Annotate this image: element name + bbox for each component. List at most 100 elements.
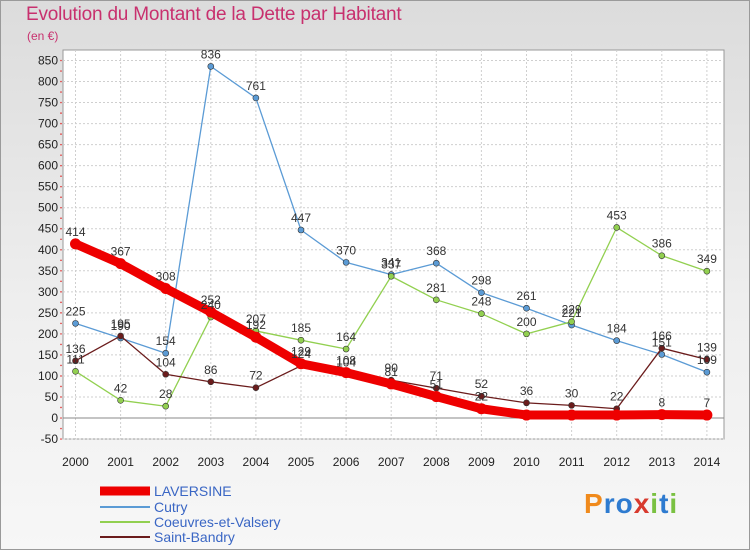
data-label: 761 bbox=[246, 79, 266, 93]
data-label: 139 bbox=[697, 341, 717, 355]
data-point bbox=[613, 224, 621, 231]
y-tick-label: 50 bbox=[45, 390, 59, 404]
data-point bbox=[207, 378, 215, 386]
legend-label: Cutry bbox=[154, 499, 187, 515]
data-label: 8 bbox=[658, 396, 665, 410]
data-label: 192 bbox=[246, 318, 266, 332]
data-label: 229 bbox=[562, 303, 582, 317]
data-point bbox=[478, 289, 485, 296]
data-point bbox=[566, 409, 578, 421]
y-minor-tick bbox=[60, 280, 62, 283]
data-label: 28 bbox=[159, 387, 173, 401]
data-point bbox=[656, 409, 668, 421]
x-tick-label: 2004 bbox=[243, 455, 270, 469]
x-tick-label: 2008 bbox=[423, 455, 450, 469]
data-label: 453 bbox=[607, 208, 627, 222]
data-point bbox=[342, 345, 350, 353]
data-label: 240 bbox=[201, 298, 221, 312]
data-label: 42 bbox=[114, 381, 128, 395]
data-label: 166 bbox=[652, 329, 672, 343]
y-minor-tick bbox=[60, 59, 62, 62]
data-point bbox=[250, 331, 262, 343]
y-minor-tick bbox=[60, 427, 62, 430]
y-minor-tick bbox=[60, 80, 62, 83]
data-point bbox=[568, 318, 575, 325]
data-point bbox=[162, 370, 169, 378]
y-minor-tick bbox=[60, 385, 62, 388]
data-point bbox=[523, 399, 530, 407]
data-label: 71 bbox=[430, 369, 444, 383]
data-label: 341 bbox=[381, 256, 401, 270]
data-label: 86 bbox=[204, 363, 218, 377]
x-tick-label: 2005 bbox=[288, 455, 315, 469]
y-tick-label: 200 bbox=[38, 327, 58, 341]
data-point bbox=[340, 367, 352, 379]
data-point bbox=[658, 252, 666, 259]
y-minor-tick bbox=[60, 206, 62, 209]
data-point bbox=[521, 409, 532, 421]
y-minor-tick bbox=[60, 259, 62, 262]
data-point bbox=[385, 378, 397, 390]
data-label: 225 bbox=[65, 304, 85, 318]
data-label: 154 bbox=[156, 334, 176, 348]
data-point bbox=[701, 409, 713, 421]
y-minor-tick bbox=[60, 238, 62, 241]
x-tick-label: 2006 bbox=[333, 455, 360, 469]
data-label: 22 bbox=[610, 390, 624, 404]
data-label: 836 bbox=[201, 47, 221, 61]
logo-letter: i bbox=[669, 488, 679, 519]
data-point bbox=[703, 267, 711, 275]
x-tick-label: 2010 bbox=[513, 455, 540, 469]
data-label: 129 bbox=[291, 345, 311, 359]
y-minor-tick bbox=[60, 175, 62, 177]
proxiti-logo: Proxiti bbox=[584, 488, 678, 520]
y-tick-label: 850 bbox=[38, 54, 58, 68]
x-tick-label: 2013 bbox=[648, 455, 675, 469]
data-point bbox=[523, 330, 530, 338]
data-point bbox=[297, 226, 305, 234]
data-label: 7 bbox=[704, 396, 711, 410]
x-tick-label: 2000 bbox=[62, 455, 89, 469]
data-point bbox=[115, 258, 127, 270]
data-label: 349 bbox=[697, 252, 717, 266]
y-tick-label: 600 bbox=[38, 159, 58, 173]
y-minor-tick bbox=[60, 396, 62, 398]
data-label: 298 bbox=[471, 274, 491, 288]
y-minor-tick bbox=[60, 364, 62, 367]
data-label: 248 bbox=[471, 295, 491, 309]
data-label: 252 bbox=[201, 293, 221, 307]
y-tick-label: 700 bbox=[38, 117, 58, 131]
logo-letter: r bbox=[603, 488, 616, 519]
data-point bbox=[295, 358, 307, 370]
data-label: 136 bbox=[65, 342, 85, 356]
y-minor-tick bbox=[60, 185, 62, 188]
data-point bbox=[613, 337, 621, 344]
data-point bbox=[207, 63, 215, 70]
data-label: 261 bbox=[516, 289, 536, 303]
data-label: 200 bbox=[516, 315, 536, 329]
data-point bbox=[658, 344, 666, 352]
data-label: 72 bbox=[249, 369, 263, 383]
data-label: 308 bbox=[156, 269, 176, 283]
x-tick-label: 2001 bbox=[107, 455, 134, 469]
data-point bbox=[117, 397, 124, 404]
data-label: 109 bbox=[697, 353, 717, 367]
chart-title: Evolution du Montant de la Dette par Hab… bbox=[26, 4, 402, 25]
y-minor-tick bbox=[60, 291, 62, 293]
data-point bbox=[252, 94, 260, 102]
y-minor-tick bbox=[60, 343, 62, 346]
data-point bbox=[703, 356, 711, 363]
y-tick-label: -50 bbox=[41, 432, 59, 446]
data-label: 108 bbox=[336, 354, 356, 368]
y-minor-tick bbox=[60, 154, 62, 156]
y-minor-tick bbox=[60, 112, 62, 114]
y-minor-tick bbox=[60, 217, 62, 220]
y-minor-tick bbox=[60, 438, 62, 440]
data-point bbox=[205, 306, 217, 318]
y-tick-label: 350 bbox=[38, 264, 58, 278]
y-minor-tick bbox=[60, 322, 62, 325]
y-minor-tick bbox=[60, 70, 62, 72]
y-minor-tick bbox=[60, 101, 62, 104]
y-tick-label: 500 bbox=[38, 201, 58, 215]
